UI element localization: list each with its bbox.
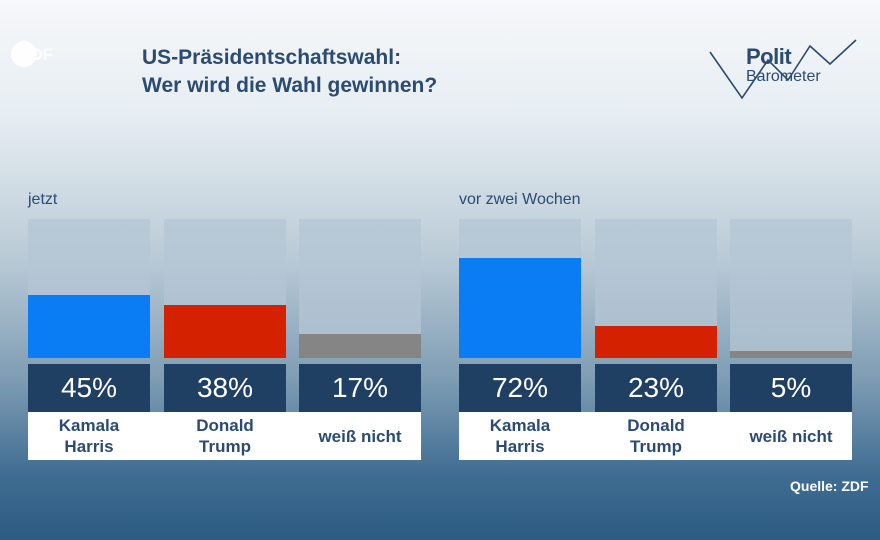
category-label-text: Kamala Harris [490, 415, 550, 457]
category-label-line: Donald [196, 416, 254, 435]
bar-undecided-now [299, 334, 421, 358]
value-label-trump-two-weeks-ago: 23% [595, 364, 717, 412]
category-label-text: weiß nicht [318, 426, 401, 447]
bar-undecided-two-weeks-ago [730, 351, 852, 358]
chart-title-line-1: US-Präsidentschaftswahl: [142, 46, 402, 69]
value-label-undecided-two-weeks-ago: 5% [730, 364, 852, 412]
category-label-text: Donald Trump [196, 415, 254, 457]
category-label-trump-two-weeks-ago: Donald Trump [595, 412, 717, 460]
chart-title: US-Präsidentschaftswahl: Wer wird die Wa… [142, 44, 437, 100]
category-strip-now [28, 412, 421, 460]
politbarometer-logo: Polit Barometer [706, 36, 864, 108]
value-label-harris-two-weeks-ago: 72% [459, 364, 581, 412]
category-label-text: weiß nicht [749, 426, 832, 447]
category-label-line: Kamala [489, 416, 551, 435]
category-label-undecided-two-weeks-ago: weiß nicht [730, 412, 852, 460]
category-label-line: Donald [627, 416, 685, 435]
category-label-line: weiß nicht [318, 426, 402, 446]
category-label-trump-now: Donald Trump [164, 412, 286, 460]
group-label-now: jetzt [28, 191, 58, 208]
category-label-line: Kamala [58, 416, 120, 435]
category-label-line: Harris [495, 437, 545, 456]
bar-harris-now [28, 295, 150, 358]
category-label-line: Trump [630, 437, 682, 456]
value-label-trump-now: 38% [164, 364, 286, 412]
bar-track-trump-now [164, 219, 286, 358]
bar-track-undecided-now [299, 219, 421, 358]
category-label-harris-now: Kamala Harris [28, 412, 150, 460]
category-label-line: Harris [64, 437, 114, 456]
politbarometer-logo-line-1: Polit [746, 44, 792, 69]
bar-track-harris-now [28, 219, 150, 358]
value-label-harris-now: 45% [28, 364, 150, 412]
category-label-line: weiß nicht [749, 426, 833, 446]
bar-track-harris-two-weeks-ago [459, 219, 581, 358]
group-label-two-weeks-ago: vor zwei Wochen [459, 191, 581, 208]
category-label-text: Kamala Harris [59, 415, 119, 457]
zdf-logo: ZDF [11, 41, 53, 67]
source-note: Quelle: ZDF [790, 478, 869, 494]
category-label-line: Trump [199, 437, 251, 456]
chart-title-line-2: Wer wird die Wahl gewinnen? [142, 74, 438, 97]
category-strip-two-weeks-ago [459, 412, 852, 460]
bar-harris-two-weeks-ago [459, 257, 581, 358]
value-label-undecided-now: 17% [299, 364, 421, 412]
bar-trump-now [164, 305, 286, 358]
politbarometer-zigzag-icon [709, 39, 857, 100]
bar-track-trump-two-weeks-ago [595, 219, 717, 358]
category-label-text: Donald Trump [627, 415, 685, 457]
category-label-undecided-now: weiß nicht [299, 412, 421, 460]
politbarometer-logo-line-2: Barometer [746, 68, 821, 85]
bar-track-undecided-two-weeks-ago [730, 219, 852, 358]
category-label-harris-two-weeks-ago: Kamala Harris [459, 412, 581, 460]
bar-trump-two-weeks-ago [595, 326, 717, 358]
zdf-logo-text: ZDF [20, 45, 53, 64]
